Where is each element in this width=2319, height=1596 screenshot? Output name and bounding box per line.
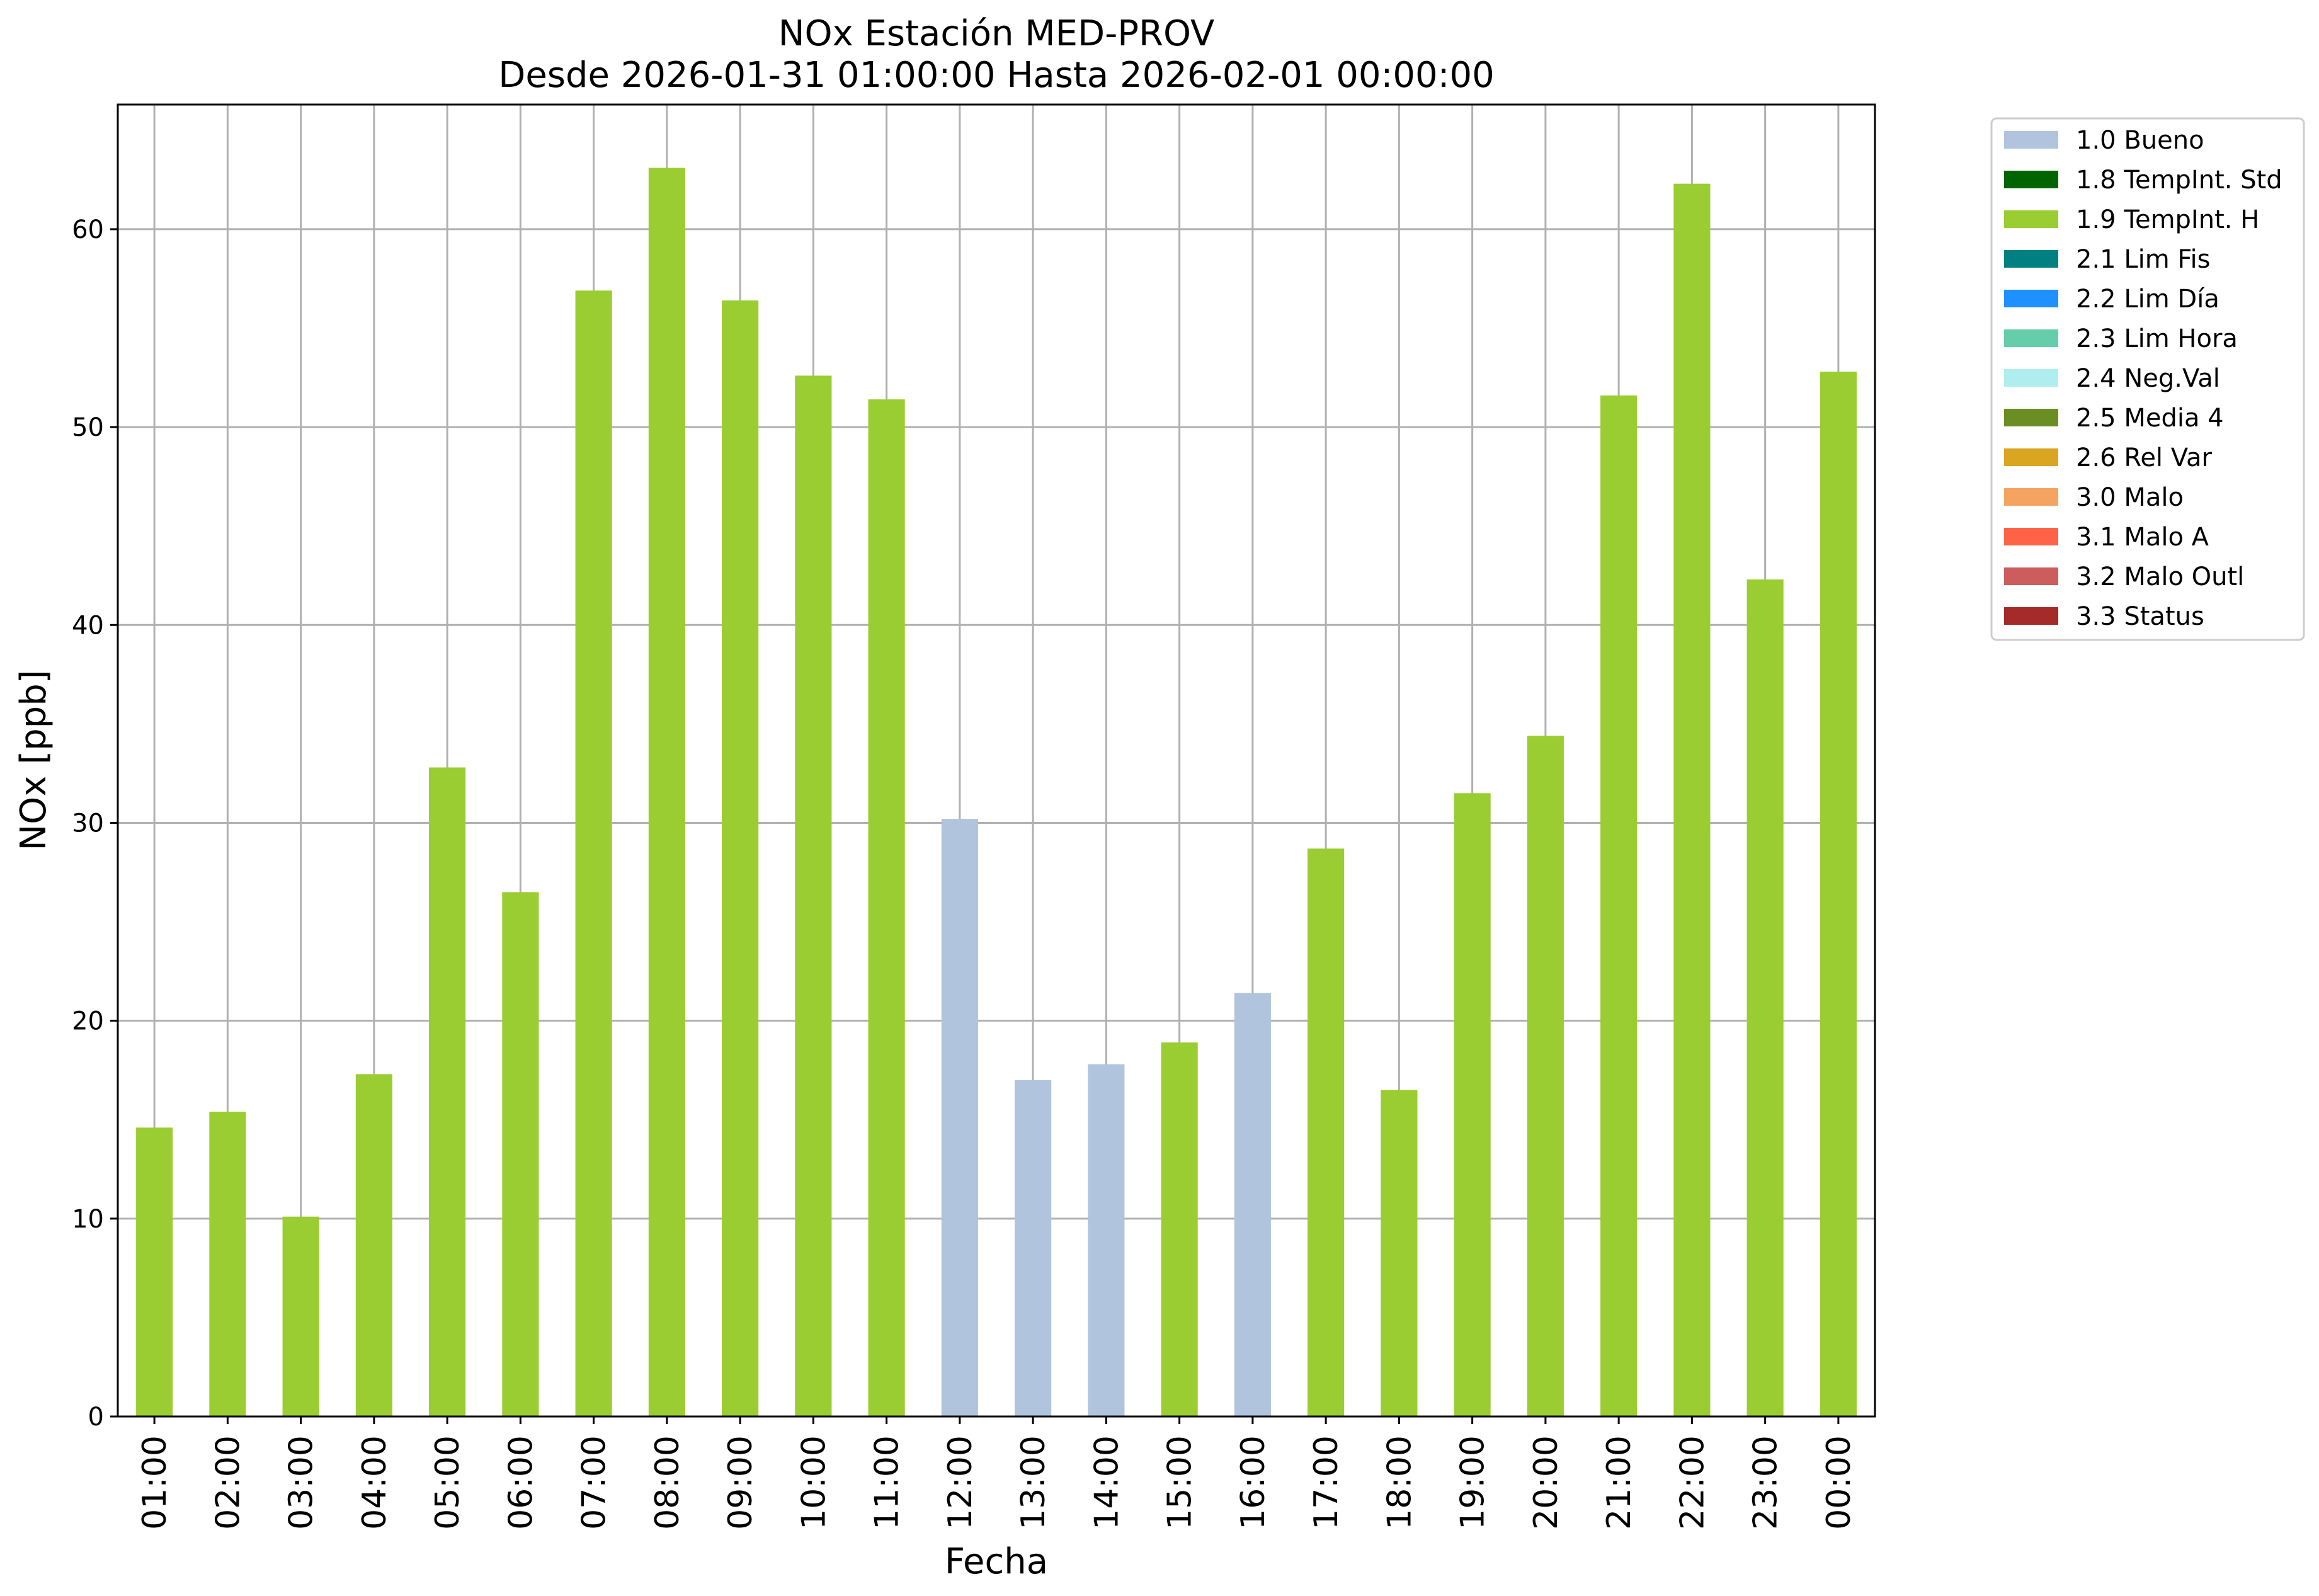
x-tick-label: 14:00: [1088, 1435, 1125, 1530]
plot-frame: [117, 103, 1876, 1418]
x-tick-label: 15:00: [1161, 1435, 1199, 1530]
x-tick-label: 17:00: [1308, 1435, 1345, 1530]
x-tick-label: 23:00: [1747, 1435, 1785, 1530]
x-tick-label: 00:00: [1820, 1435, 1858, 1530]
chart-title: NOx Estación MED-PROV: [778, 13, 1215, 54]
legend-swatch: [2004, 250, 2058, 268]
bar-2200: [1673, 183, 1711, 1417]
bar-1300: [1015, 1080, 1052, 1416]
bar-0400: [355, 1074, 392, 1416]
bar-1400: [1088, 1064, 1125, 1416]
y-tick-label: 50: [72, 413, 104, 442]
x-tick-label: 13:00: [1015, 1435, 1052, 1530]
bar-0600: [502, 892, 539, 1416]
bar-2100: [1600, 395, 1638, 1417]
legend-swatch: [2004, 131, 2058, 149]
legend-swatch: [2004, 290, 2058, 307]
x-tick-label: 22:00: [1673, 1435, 1711, 1530]
bars: [136, 168, 1857, 1417]
y-axis-ticks: 0 10 20 30 40 50 60: [72, 215, 118, 1432]
legend-label: 3.0 Malo: [2076, 483, 2184, 512]
y-tick-label: 10: [72, 1205, 104, 1234]
legend-label: 2.1 Lim Fis: [2076, 245, 2210, 274]
x-tick-label: 01:00: [136, 1435, 174, 1530]
legend-frame: [1990, 117, 2305, 641]
legend-swatch: [2004, 448, 2058, 466]
y-tick-label: 0: [88, 1403, 104, 1432]
legend-label: 3.3 Status: [2076, 602, 2204, 631]
legend-label: 3.1 Malo A: [2076, 523, 2209, 552]
bar-2300: [1746, 579, 1784, 1417]
legend-label: 1.0 Bueno: [2076, 126, 2204, 155]
x-tick-label: 08:00: [649, 1435, 687, 1530]
legend-label: 2.4 Neg.Val: [2076, 364, 2220, 393]
x-tick-label: 04:00: [356, 1435, 394, 1530]
y-tick-label: 40: [72, 611, 104, 640]
legend-label: 3.2 Malo Outl: [2076, 562, 2244, 591]
legend-label: 2.5 Media 4: [2076, 404, 2224, 433]
x-tick-label: 19:00: [1454, 1435, 1492, 1530]
x-tick-label: 11:00: [869, 1435, 906, 1530]
bar-1700: [1308, 848, 1345, 1416]
x-tick-label: 20:00: [1527, 1435, 1565, 1530]
x-tick-label: 12:00: [942, 1435, 979, 1530]
x-tick-label: 09:00: [722, 1435, 760, 1530]
bar-0200: [209, 1112, 246, 1416]
bar-1800: [1381, 1090, 1418, 1416]
bar-1900: [1454, 793, 1491, 1416]
y-tick-label: 30: [72, 809, 104, 838]
legend-label: 2.6 Rel Var: [2076, 443, 2213, 472]
bar-1100: [868, 399, 905, 1416]
bar-1600: [1234, 993, 1271, 1416]
x-tick-label: 10:00: [795, 1435, 833, 1530]
bar-1000: [795, 375, 832, 1416]
x-tick-label: 03:00: [283, 1435, 321, 1530]
x-tick-label: 21:00: [1600, 1435, 1638, 1530]
bar-0500: [429, 767, 466, 1416]
bar-0000: [1820, 372, 1857, 1416]
bar-0300: [282, 1216, 319, 1416]
legend-label: 2.2 Lim Día: [2076, 285, 2219, 314]
x-tick-label: 18:00: [1381, 1435, 1418, 1530]
x-tick-label: 06:00: [502, 1435, 540, 1530]
bar-1200: [941, 819, 978, 1416]
legend-label: 2.3 Lim Hora: [2076, 324, 2238, 353]
x-tick-label: 02:00: [209, 1435, 247, 1530]
legend-label: 1.9 TempInt. H: [2076, 205, 2259, 234]
x-tick-label: 16:00: [1234, 1435, 1272, 1530]
legend-swatch: [2004, 409, 2058, 426]
legend-swatch: [2004, 488, 2058, 506]
x-axis-label: Fecha: [945, 1541, 1048, 1582]
chart-subtitle: Desde 2026-01-31 01:00:00 Hasta 2026-02-…: [498, 55, 1495, 96]
bar-0900: [722, 300, 759, 1417]
bar-0700: [575, 290, 612, 1417]
y-tick-label: 60: [72, 215, 104, 244]
legend-swatch: [2004, 329, 2058, 347]
x-tick-label: 05:00: [429, 1435, 467, 1530]
bar-2000: [1527, 736, 1564, 1416]
legend-swatch: [2004, 369, 2058, 387]
legend-swatch: [2004, 210, 2058, 228]
legend-swatch: [2004, 567, 2058, 585]
y-tick-label: 20: [72, 1007, 104, 1036]
legend: 1.0 Bueno 1.8 TempInt. Std 1.9 TempInt. H 2…: [1990, 117, 2305, 641]
x-axis-ticks: 01:00 02:00 03:00 04:00 05:00 06:00 07:00 08:00…: [136, 1416, 1858, 1530]
bar-0800: [648, 168, 685, 1416]
y-axis-label: NOx [ppb]: [13, 670, 54, 850]
x-tick-label: 07:00: [576, 1435, 613, 1530]
legend-swatch: [2004, 528, 2058, 545]
bar-0100: [136, 1127, 173, 1416]
bar-1500: [1161, 1042, 1198, 1416]
legend-swatch: [2004, 607, 2058, 625]
legend-label: 1.8 TempInt. Std: [2076, 166, 2282, 195]
legend-swatch: [2004, 171, 2058, 188]
